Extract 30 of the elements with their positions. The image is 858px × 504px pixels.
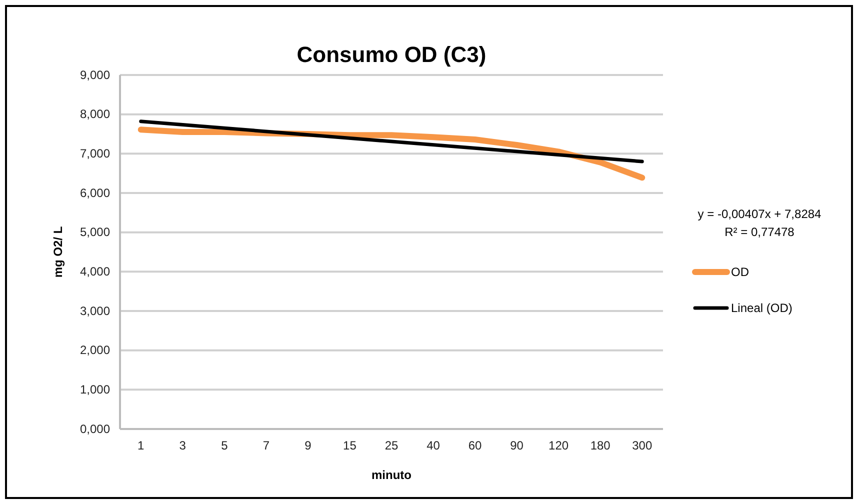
text: R² = 0,77478 [724, 225, 795, 239]
x-tick-label: 1 [138, 438, 145, 453]
x-tick-label: 40 [426, 438, 440, 453]
x-tick-label: 7 [262, 438, 270, 453]
y-tick-label: 5,000 [80, 225, 110, 240]
x-tick-label: 300 [632, 438, 652, 453]
y-tick-label: 1,000 [80, 382, 110, 397]
y-tick-label: 6,000 [80, 186, 110, 200]
x-tick-label: 3 [179, 438, 186, 453]
text: y = -0,00407x + 7,8284 [698, 207, 822, 221]
y-tick-label: 0,000 [80, 422, 110, 436]
x-tick-label: 60 [468, 438, 482, 453]
y-tick-label: 8,000 [80, 107, 110, 122]
x-tick-label: 180 [590, 438, 611, 453]
y-tick-label: 2,000 [80, 343, 110, 358]
y-tick-label: 7,000 [80, 146, 110, 161]
x-axis-title: minuto [372, 468, 412, 482]
y-axis-title: mg O2/ L [51, 226, 65, 278]
y-tick-label: 4,000 [80, 264, 110, 279]
x-tick-label: 90 [510, 438, 524, 453]
x-tick-label: 15 [343, 438, 357, 453]
y-tick-label: 3,000 [80, 304, 110, 318]
y-tick-label: 9,000 [80, 68, 110, 82]
chart-title: Consumo OD (C3) [296, 42, 486, 67]
x-tick-label: 5 [221, 438, 228, 453]
x-tick-label: 120 [548, 438, 569, 453]
legend-label: OD [731, 265, 750, 279]
x-tick-label: 9 [304, 438, 312, 453]
legend-label: Lineal (OD) [731, 301, 792, 315]
x-tick-label: 25 [384, 438, 398, 453]
